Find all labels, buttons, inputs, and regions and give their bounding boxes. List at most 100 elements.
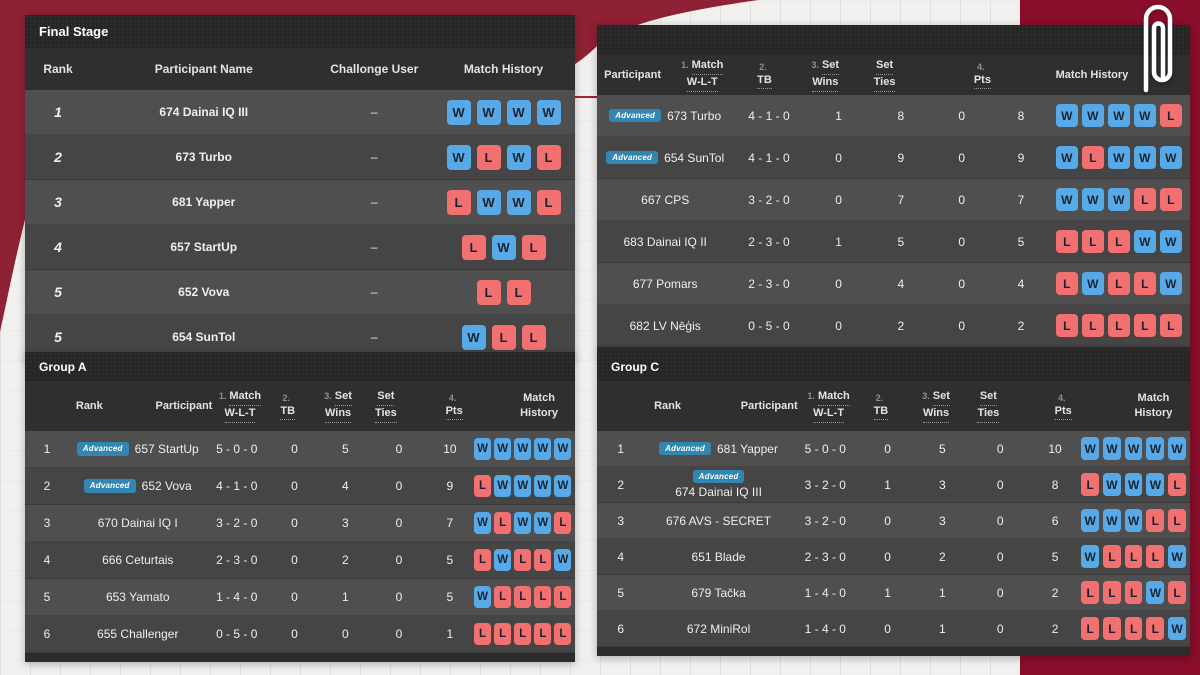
- rank-cell: 2: [43, 479, 51, 493]
- participant-name: 676 AVS - SECRET: [665, 513, 772, 528]
- column-header[interactable]: 4. Pts: [1010, 390, 1117, 423]
- participant-cell: 677 Pomars: [597, 275, 733, 293]
- table-footer-bar: [597, 347, 1190, 356]
- participant-name: 681 Yapper: [717, 441, 778, 456]
- group-a-table: Group A Rank Participant 1. Match W-L-T: [25, 352, 575, 662]
- column-header[interactable]: 2. TB: [857, 390, 905, 423]
- participant-name: 681 Yapper: [172, 195, 236, 209]
- column-header[interactable]: 3. Set Wins: [310, 387, 367, 425]
- participant-cell: 655 Challenger: [69, 625, 207, 643]
- match-wlt-cell: 5 - 0 - 0: [804, 441, 846, 456]
- pts-cell: 5: [1017, 234, 1025, 249]
- match-result-l-badge: L: [554, 512, 572, 534]
- match-result-w-badge: W: [506, 144, 531, 170]
- header-label-line2: Pts: [1054, 404, 1072, 421]
- column-header[interactable]: Match History: [503, 389, 575, 423]
- pts-cell: 7: [446, 516, 454, 530]
- header-label-line2: Ties: [977, 406, 1000, 423]
- match-wlt-cell: 3 - 2 - 0: [804, 477, 846, 492]
- column-header[interactable]: 4. Pts: [911, 59, 1053, 92]
- match-wlt-cell: 1 - 4 - 0: [216, 590, 258, 604]
- group-b-table: Participant 1. Match W-L-T 2. TB 3. Set Wi…: [597, 25, 1190, 356]
- set-ties-cell: 0: [958, 108, 965, 123]
- match-result-w-badge: W: [494, 549, 512, 571]
- header-label-line2: Wins: [324, 406, 352, 423]
- advanced-badge: Advanced: [692, 469, 745, 484]
- column-header[interactable]: Set Ties: [967, 387, 1009, 425]
- match-result-w-badge: W: [446, 144, 471, 170]
- match-wlt-cell: 2 - 3 - 0: [216, 553, 258, 567]
- match-result-l-badge: L: [474, 475, 492, 497]
- participant-cell: 672 MiniRol: [644, 620, 792, 638]
- header-label-line2: W-L-T: [224, 406, 256, 423]
- match-result-w-badge: W: [476, 189, 501, 215]
- match-result-w-badge: W: [474, 512, 492, 534]
- match-result-w-badge: W: [1103, 509, 1121, 532]
- column-header[interactable]: 2. TB: [736, 59, 792, 92]
- group-b-title: [597, 25, 1190, 55]
- tb-cell: 1: [884, 477, 891, 492]
- set-wins-cell: 1: [939, 621, 946, 636]
- rank-cell: 3: [43, 516, 51, 530]
- match-result-l-badge: L: [476, 279, 501, 305]
- participant-cell: Advanced 673 Turbo: [597, 107, 733, 125]
- column-header[interactable]: Participant: [154, 397, 215, 416]
- column-header[interactable]: 3. Set Wins: [793, 56, 858, 94]
- match-result-w-badge: W: [1103, 473, 1121, 496]
- column-header[interactable]: 3. Set Wins: [905, 387, 967, 425]
- tb-cell: 0: [291, 627, 298, 641]
- match-result-l-badge: L: [536, 189, 561, 215]
- pts-cell: 6: [1051, 513, 1059, 528]
- match-result-w-badge: W: [1146, 437, 1165, 460]
- rank-cell: 4: [43, 553, 51, 567]
- match-result-w-badge: W: [1159, 272, 1182, 295]
- match-result-l-badge: L: [521, 234, 546, 260]
- match-result-l-badge: L: [534, 586, 552, 608]
- header-label: Match History: [1134, 392, 1173, 419]
- column-header[interactable]: Rank: [597, 397, 738, 416]
- advanced-badge: Advanced: [609, 108, 662, 123]
- sort-order-number: 2.: [875, 392, 884, 403]
- header-label: Set: [979, 389, 997, 406]
- column-header[interactable]: 1. Match W-L-T: [214, 387, 266, 425]
- column-header[interactable]: 1. Match W-L-T: [668, 56, 736, 94]
- header-label: Match: [817, 389, 850, 406]
- tb-cell: 0: [291, 590, 298, 604]
- column-header[interactable]: Participant: [597, 66, 668, 85]
- match-result-l-badge: L: [1107, 230, 1130, 253]
- match-result-l-badge: L: [1081, 581, 1100, 604]
- column-header[interactable]: Participant: [738, 397, 800, 416]
- sort-order-number: 2.: [282, 392, 290, 403]
- column-header[interactable]: 4. Pts: [405, 390, 503, 423]
- set-ties-cell: 0: [958, 150, 965, 165]
- match-result-w-badge: W: [554, 438, 572, 460]
- column-header[interactable]: Rank: [25, 397, 154, 416]
- column-header[interactable]: Set Ties: [366, 387, 405, 425]
- header-label-line2: Ties: [374, 406, 397, 423]
- pts-cell: 5: [1051, 549, 1059, 564]
- column-header[interactable]: Match History: [1054, 66, 1131, 85]
- tb-cell: 0: [291, 516, 298, 530]
- set-wins-cell: 4: [897, 276, 905, 291]
- match-result-w-badge: W: [1124, 509, 1143, 532]
- column-header[interactable]: 1. Match W-L-T: [800, 387, 857, 425]
- rank-cell: 3: [617, 513, 625, 528]
- column-header[interactable]: Set Ties: [858, 56, 911, 94]
- column-header[interactable]: Match History: [1117, 389, 1190, 423]
- match-result-l-badge: L: [534, 549, 552, 571]
- column-header[interactable]: 2. TB: [266, 390, 310, 423]
- set-wins-cell: 5: [939, 441, 946, 456]
- match-result-w-badge: W: [1103, 437, 1121, 460]
- match-result-l-badge: L: [1133, 314, 1156, 337]
- match-result-l-badge: L: [474, 549, 492, 571]
- match-result-w-badge: W: [1159, 146, 1182, 169]
